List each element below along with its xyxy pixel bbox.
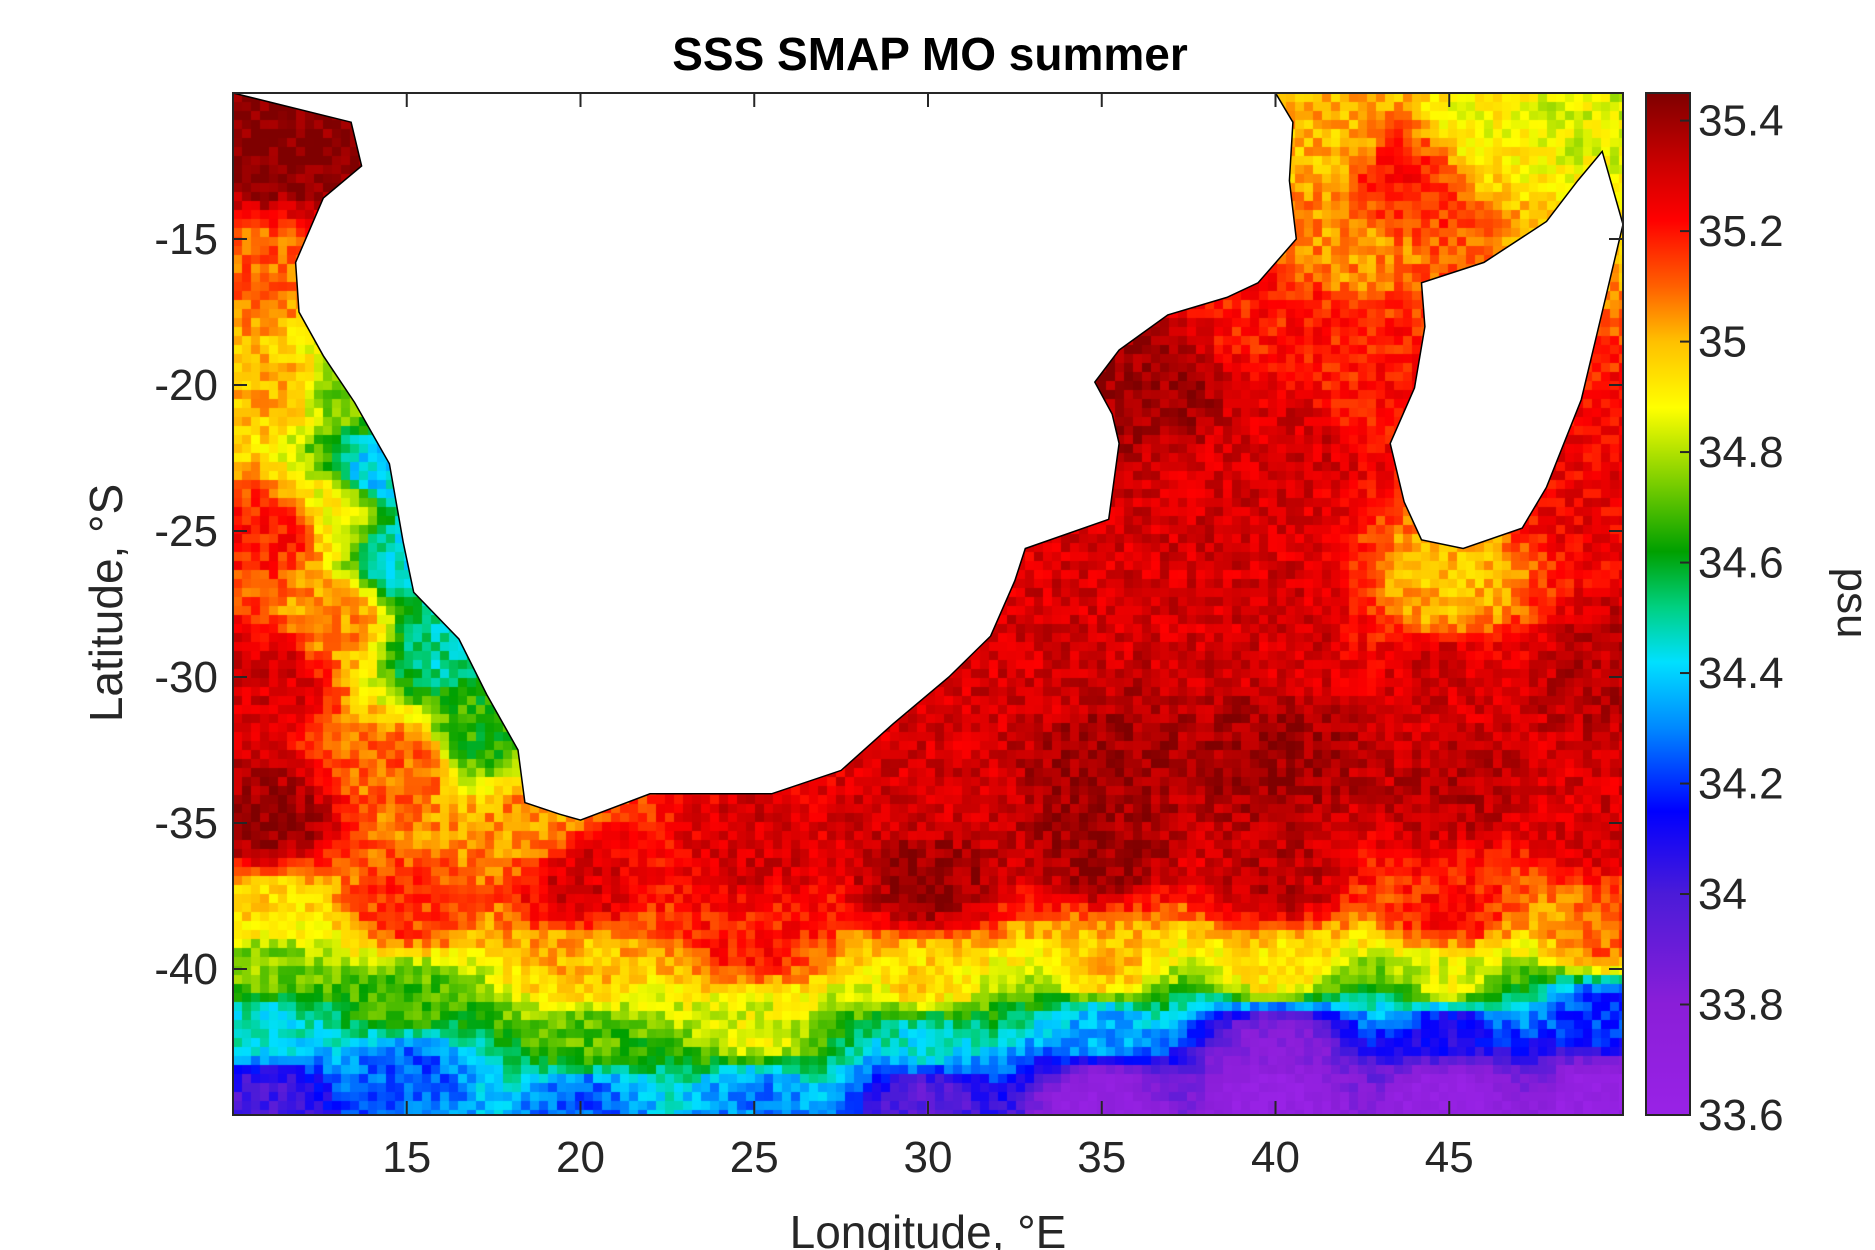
colorbar-tick-label: 34.4 — [1698, 649, 1784, 698]
colorbar-tick-label: 34.2 — [1698, 760, 1784, 809]
x-tick-label: 30 — [904, 1133, 953, 1182]
x-tick-label: 25 — [730, 1133, 779, 1182]
colorbar-ticks: 35.4 35.2 35 34.8 34.6 34.4 34.2 34 33.8 33.6 — [1680, 97, 1784, 1140]
chart-title: SSS SMAP MO summer — [672, 28, 1188, 80]
land-africa — [233, 93, 1298, 821]
y-tick-label: -20 — [154, 361, 218, 410]
colorbar-tick-label: 33.8 — [1698, 981, 1784, 1030]
plot-area — [232, 92, 1624, 1116]
colorbar: 35.4 35.2 35 34.8 34.6 34.4 34.2 34 33.8 33.6 — [1645, 92, 1784, 1140]
y-tick-label: -40 — [154, 945, 218, 994]
colorbar-tick-label: 33.6 — [1698, 1091, 1784, 1140]
x-tick-label: 40 — [1251, 1133, 1300, 1182]
x-axis-label: Longitude, °E — [790, 1206, 1067, 1250]
x-axis: 15 20 25 30 35 40 45 — [382, 93, 1474, 1182]
colorbar-tick-label: 35.4 — [1698, 97, 1784, 146]
colorbar-gradient — [1645, 92, 1691, 1116]
colorbar-label: psu — [1828, 568, 1875, 639]
land-madagascar — [1389, 149, 1623, 550]
land-mask — [233, 93, 1623, 821]
y-axis-label: Latitude, °S — [80, 484, 132, 722]
x-tick-label: 45 — [1425, 1133, 1474, 1182]
colorbar-tick-label: 35.2 — [1698, 207, 1784, 256]
x-tick-label: 35 — [1077, 1133, 1126, 1182]
x-tick-label: 15 — [382, 1133, 431, 1182]
y-tick-label: -30 — [154, 653, 218, 702]
y-tick-label: -15 — [154, 215, 218, 264]
y-tick-label: -35 — [154, 799, 218, 848]
y-axis: -15 -20 -25 -30 -35 -40 — [154, 215, 1623, 994]
colorbar-tick-label: 35 — [1698, 318, 1747, 367]
y-tick-label: -25 — [154, 507, 218, 556]
x-tick-label: 20 — [556, 1133, 605, 1182]
colorbar-tick-label: 34.8 — [1698, 428, 1784, 477]
colorbar-tick-label: 34 — [1698, 870, 1747, 919]
colorbar-tick-label: 34.6 — [1698, 539, 1784, 588]
